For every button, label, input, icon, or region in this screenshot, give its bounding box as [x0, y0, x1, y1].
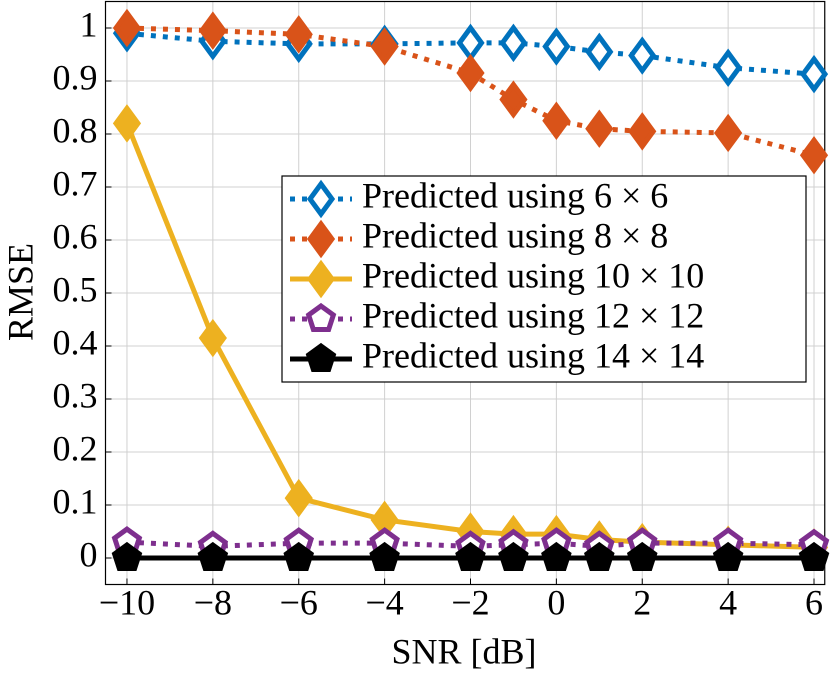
data-point — [284, 478, 313, 518]
data-point — [584, 541, 615, 572]
y-tick-label: 1 — [80, 4, 98, 44]
y-axis-label: RMSE — [0, 243, 40, 341]
x-tick-label: −2 — [451, 582, 489, 622]
data-point — [498, 541, 529, 572]
data-point — [369, 541, 400, 572]
data-point — [798, 541, 830, 572]
data-point — [456, 53, 485, 93]
data-point — [499, 23, 528, 63]
y-tick-label: 0.8 — [53, 110, 98, 150]
x-tick-label: 4 — [719, 582, 737, 622]
x-tick-label: −8 — [194, 582, 232, 622]
data-point — [112, 8, 142, 48]
x-tick-label: 0 — [547, 582, 565, 622]
data-point — [542, 101, 571, 140]
x-tick-label: −10 — [99, 582, 155, 622]
y-tick-label: 0.4 — [53, 322, 98, 362]
y-tick-label: 0.6 — [53, 216, 98, 256]
data-point — [628, 112, 657, 151]
legend-marker — [305, 342, 337, 373]
y-tick-label: 0.7 — [53, 163, 98, 203]
data-point — [712, 541, 744, 572]
legend-label: Predicted using 12 × 12 — [362, 295, 704, 335]
legend-marker — [306, 259, 336, 299]
legend-marker — [306, 219, 336, 259]
data-point — [714, 113, 743, 153]
data-point — [541, 541, 572, 572]
data-point — [112, 104, 142, 143]
x-tick-label: 6 — [805, 582, 823, 622]
data-point — [585, 32, 614, 72]
data-point — [111, 541, 143, 572]
data-point — [585, 109, 614, 148]
legend-label: Predicted using 8 × 8 — [362, 215, 668, 255]
x-axis-label: SNR [dB] — [391, 631, 536, 671]
data-point — [799, 54, 829, 94]
data-point — [626, 541, 658, 572]
y-tick-label: 0.1 — [53, 481, 98, 521]
x-tick-label: −4 — [365, 582, 403, 622]
legend-marker — [305, 302, 337, 333]
y-tick-label: 0.9 — [53, 57, 98, 97]
data-point — [799, 135, 829, 175]
y-tick-label: 0.5 — [53, 269, 98, 309]
data-point — [714, 48, 743, 87]
x-tick-label: 2 — [633, 582, 651, 622]
data-point — [198, 11, 227, 50]
data-point — [283, 541, 315, 572]
data-point — [499, 80, 528, 119]
legend-label: Predicted using 14 × 14 — [362, 335, 704, 375]
data-point — [456, 23, 485, 63]
plot-frame — [104, 0, 826, 586]
data-point — [198, 318, 227, 358]
legend-label: Predicted using 10 × 10 — [362, 255, 704, 295]
data-point — [455, 541, 486, 572]
y-tick-label: 0.3 — [53, 375, 98, 415]
data-point — [284, 15, 313, 54]
legend-box — [281, 175, 807, 383]
x-tick-label: −6 — [280, 582, 318, 622]
y-tick-label: 0 — [80, 534, 98, 574]
data-point — [197, 541, 229, 572]
data-point — [542, 27, 571, 66]
data-point — [370, 27, 399, 66]
y-tick-label: 0.2 — [53, 428, 98, 468]
legend-label: Predicted using 6 × 6 — [362, 175, 668, 215]
data-point — [628, 36, 657, 75]
legend-marker — [306, 179, 336, 219]
